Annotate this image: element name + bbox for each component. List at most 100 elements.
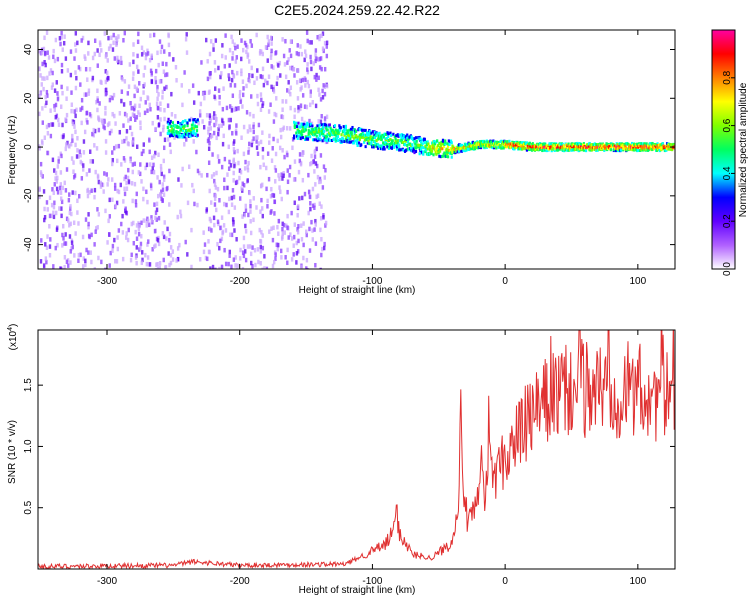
heatmap-cell [63,241,66,246]
heatmap-cell [207,126,210,132]
heatmap-cell [306,79,309,85]
snr-x-tick-label: -100 [362,576,382,587]
heatmap-cell [39,73,42,78]
heatmap-cell [156,96,159,102]
heatmap-cell [342,125,345,129]
heatmap-cell [347,131,350,135]
heatmap-cell [217,126,220,132]
heatmap-cell [457,147,460,151]
heatmap-cell [293,114,296,120]
heatmap-cell [62,134,65,140]
heatmap-cell [292,177,296,182]
heatmap-cell [642,144,645,148]
heatmap-cell [249,251,253,257]
heatmap-cell [405,148,408,152]
heatmap-cell [345,131,348,135]
heatmap-cell [81,234,85,240]
heatmap-cell [303,57,306,63]
heatmap-cell [315,194,318,200]
heatmap-cell [148,57,152,63]
heatmap-cell [302,242,305,248]
heatmap-cell [375,139,378,143]
heatmap-cell [583,148,586,152]
heatmap-cell [159,101,162,106]
heatmap-cell [638,144,642,148]
heatmap-cell [565,148,569,152]
heatmap-cell [379,144,382,148]
heatmap-cell [76,198,79,204]
heatmap-cell [223,201,226,207]
heatmap-cell [225,202,228,208]
heatmap-cell [280,196,283,202]
heatmap-cell [55,179,59,184]
heatmap-cell [156,105,160,111]
snr-x-tick-label: 0 [502,576,508,587]
heatmap-cell [233,163,236,169]
heatmap-cell [521,146,524,150]
heatmap-cell [643,142,646,146]
heatmap-cell [302,255,305,261]
heatmap-cell [245,83,248,89]
heatmap-cell [43,35,46,41]
heatmap-cell [158,260,162,266]
heatmap-cell [300,264,303,269]
heatmap-cell [284,74,288,80]
snr-y-tick-label: 1.5 [23,378,34,392]
heatmap-cell [341,137,345,141]
spectrogram-x-tick-label: -200 [230,276,250,287]
heatmap-cell [212,47,215,52]
heatmap-cell [300,85,303,90]
heatmap-cell [371,130,375,134]
heatmap-cell [89,159,92,164]
heatmap-cell [142,142,145,147]
heatmap-cell [383,147,386,151]
heatmap-cell [288,126,292,131]
heatmap-cell [267,176,271,182]
heatmap-cell [431,143,434,147]
heatmap-cell [270,158,274,163]
heatmap-cell [139,125,142,131]
heatmap-cell [115,200,119,206]
heatmap-cell [468,148,471,152]
heatmap-cell [127,118,130,123]
heatmap-cell [59,41,62,47]
heatmap-cell [273,111,276,117]
heatmap-cell [230,202,234,207]
heatmap-cell [64,142,68,147]
heatmap-cell [104,139,108,144]
heatmap-cell [318,92,321,97]
heatmap-cell [133,93,136,99]
heatmap-cell [388,145,391,149]
heatmap-cell [455,146,458,150]
heatmap-cell [306,69,310,75]
heatmap-cell [261,213,264,219]
heatmap-cell [71,138,74,143]
heatmap-cell [303,125,307,129]
heatmap-cell [519,140,522,144]
heatmap-cell [65,96,68,101]
heatmap-cell [322,132,325,136]
heatmap-cell [185,130,188,134]
heatmap-cell [301,125,304,129]
heatmap-cell [330,138,334,142]
heatmap-cell [420,146,423,150]
heatmap-cell [131,140,134,145]
heatmap-cell [280,255,283,260]
heatmap-cell [443,151,446,155]
heatmap-cell [277,231,280,236]
heatmap-cell [265,165,268,171]
heatmap-cell [244,208,248,213]
spectrogram-y-tick-label: -40 [23,237,34,252]
heatmap-cell [241,267,245,269]
heatmap-cell [220,123,223,128]
heatmap-cell [306,137,310,141]
heatmap-cell [194,125,197,129]
heatmap-cell [126,141,130,146]
heatmap-cell [125,231,128,236]
heatmap-cell [77,65,81,70]
heatmap-cell [111,248,114,253]
heatmap-cell [60,199,64,205]
heatmap-cell [449,139,453,143]
heatmap-cell [49,108,52,113]
heatmap-cell [350,133,353,137]
